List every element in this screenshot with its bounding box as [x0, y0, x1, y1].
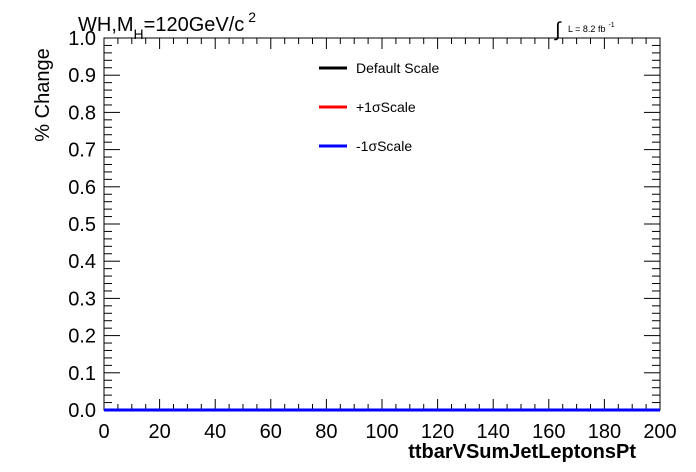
integral-symbol: ∫: [554, 19, 562, 41]
y-tick-label: 0.6: [68, 177, 96, 199]
y-tick-label: 0.9: [68, 65, 96, 87]
x-tick-label: 140: [477, 421, 510, 443]
y-tick-label: 0.4: [68, 251, 96, 273]
x-tick-label: 200: [643, 421, 676, 443]
y-tick-label: 0.1: [68, 363, 96, 385]
y-tick-label: 0.0: [68, 400, 96, 422]
x-tick-label: 40: [204, 421, 226, 443]
legend-label: -1σScale: [356, 138, 412, 154]
y-tick-label: 0.7: [68, 140, 96, 162]
plot-frame: [103, 37, 661, 411]
x-tick-label: 120: [421, 421, 454, 443]
x-axis-label: ttbarVSumJetLeptonsPt: [408, 441, 636, 463]
chart-title: WH,MH=120GeV/c 2: [78, 9, 256, 42]
x-tick-label: 60: [260, 421, 282, 443]
y-tick-label: 0.2: [68, 326, 96, 348]
y-tick-label: 0.5: [68, 214, 96, 236]
luminosity-label: L = 8.2 fb -1: [568, 22, 615, 34]
x-tick-label: 180: [588, 421, 621, 443]
y-tick-label: 0.3: [68, 288, 96, 310]
x-tick-label: 100: [365, 421, 398, 443]
y-tick-label: 1.0: [68, 28, 96, 50]
x-tick-label: 160: [532, 421, 565, 443]
y-axis-label: % Change: [32, 48, 54, 141]
legend-label: +1σScale: [356, 99, 416, 115]
y-tick-label: 0.8: [68, 102, 96, 124]
x-tick-label: 80: [315, 421, 337, 443]
x-tick-label: 0: [98, 421, 109, 443]
legend-label: Default Scale: [356, 60, 439, 76]
x-tick-label: 20: [148, 421, 170, 443]
